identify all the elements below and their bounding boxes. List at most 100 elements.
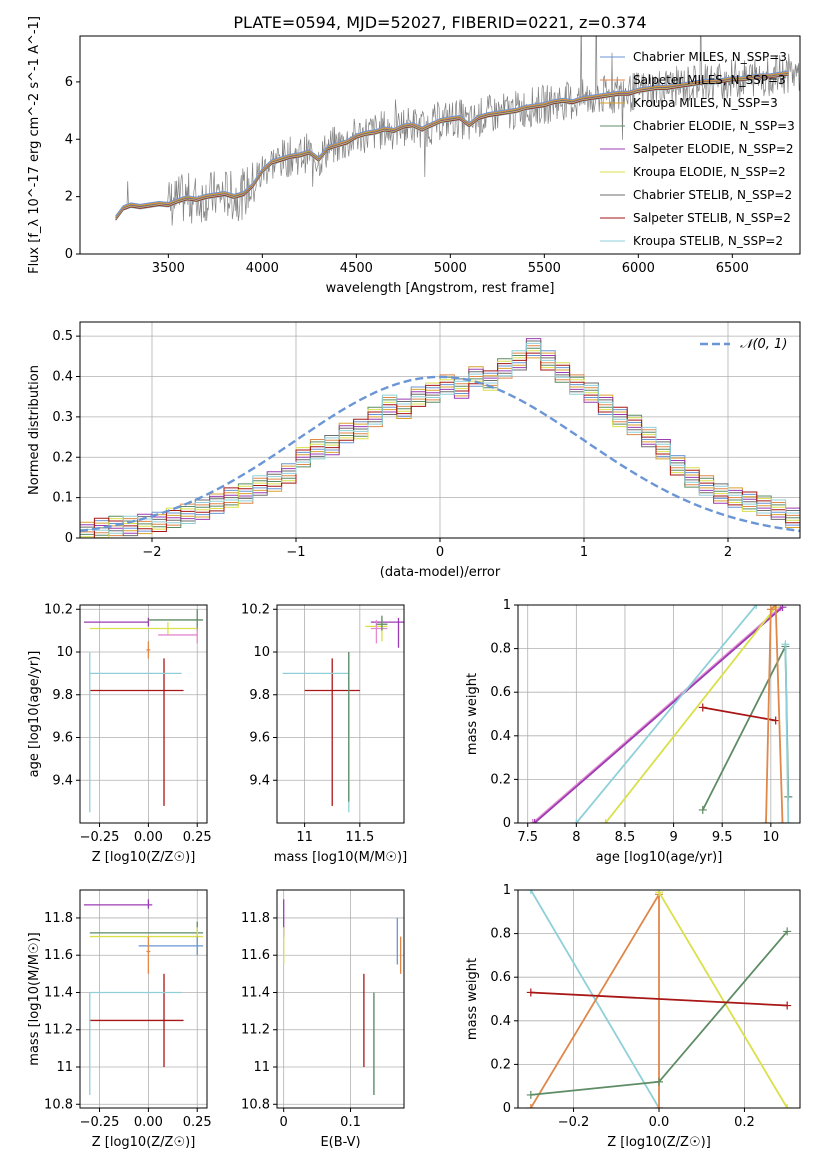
legend-label: Kroupa MILES, N_SSP=3	[633, 96, 778, 110]
tick-label-x: 1	[580, 545, 588, 560]
tick-label-y: 0.2	[52, 450, 73, 465]
tick-label-y: 9.6	[52, 731, 73, 746]
plot-area	[283, 899, 402, 1095]
chart-age_vs_Z: −0.25 0.00 0.25 9.4 9.6 9.8 10 10.2 Z [log10(Z/Z…	[27, 602, 212, 865]
legend-label: Salpeter MILES, N_SSP=3	[633, 73, 786, 87]
axes-frame	[79, 889, 208, 1109]
axis-label-x: mass [log10(M/M☉)]	[274, 850, 407, 865]
weight-point	[698, 703, 707, 712]
tick-label-y: 11	[56, 1060, 73, 1075]
tick-label-y: 0.2	[490, 772, 511, 787]
axes-frame	[276, 604, 405, 824]
tick-label-y: 0.8	[490, 642, 511, 657]
axis-label-x: E(B-V)	[320, 1135, 360, 1150]
tick-label-x: 0.00	[134, 830, 163, 845]
normal-curve	[80, 375, 800, 533]
model-line	[115, 72, 789, 218]
tick-label-y: 11.2	[44, 1023, 73, 1038]
weight-point	[781, 640, 790, 649]
tick-label-x: −0.2	[558, 1115, 590, 1130]
figure-title: PLATE=0594, MJD=52027, FIBERID=0221, z=0…	[233, 13, 646, 32]
tick-label-x: 0	[436, 545, 444, 560]
plot-area	[83, 609, 204, 813]
model-line	[115, 75, 789, 221]
weight-line	[533, 606, 784, 823]
chart-mass_vs_Z: −0.25 0.00 0.25 10.8 11 11.2 11.4 11.6 11.8 Z [lo…	[27, 889, 212, 1150]
tick-label-x: 3500	[152, 261, 185, 276]
plot-area	[282, 615, 404, 813]
plot-area	[83, 899, 204, 1095]
tick-label-y: 11.8	[241, 911, 270, 926]
tick-label-y: 0	[65, 531, 73, 546]
axis-label-y: mass weight	[465, 673, 480, 755]
legend-label: Chabrier MILES, N_SSP=3	[633, 50, 787, 64]
tick-label-x: 5000	[434, 261, 467, 276]
weight-point	[783, 927, 792, 936]
tick-label-x: 0.0	[649, 1115, 670, 1130]
tick-label-x: −0.25	[80, 830, 120, 845]
hist-step	[80, 340, 800, 537]
axes-frame	[517, 604, 801, 824]
tick-label-x: −0.25	[80, 1115, 120, 1130]
tick-label-y: 0.1	[52, 491, 73, 506]
tick-label-y: 10.2	[44, 602, 73, 617]
legend-label: Chabrier STELIB, N_SSP=2	[633, 188, 792, 202]
weight-point	[761, 819, 770, 823]
weight-point	[655, 890, 663, 897]
model-line	[115, 74, 789, 221]
axis-label-x: age [log10(age/yr)]	[596, 850, 723, 865]
tick-label-y: 0.5	[52, 329, 73, 344]
tick-label-x: 0.1	[340, 1115, 361, 1130]
plot-area	[526, 890, 792, 1108]
tick-label-x: 7.5	[517, 830, 538, 845]
tick-label-y: 0	[503, 816, 511, 831]
axes-frame	[276, 889, 405, 1109]
tick-label-y: 10.8	[241, 1097, 270, 1112]
weight-line	[658, 891, 788, 1108]
axis-label-y: mass [log10(M/M☉)]	[27, 932, 42, 1065]
tick-label-y: 0.6	[490, 685, 511, 700]
legend-label: Kroupa ELODIE, N_SSP=2	[633, 165, 786, 179]
legend-label: Chabrier ELODIE, N_SSP=3	[633, 119, 795, 133]
tick-label-x: −1	[286, 545, 305, 560]
tick-label-x: 6500	[716, 261, 749, 276]
hist-step	[80, 350, 800, 538]
legend-label: 𝒩(0, 1)	[740, 337, 787, 352]
weight-point	[526, 1104, 535, 1108]
model-line	[115, 72, 789, 219]
tick-label-y: 9.4	[52, 773, 73, 788]
tick-label-y: 0.6	[490, 970, 511, 985]
weight-line	[701, 645, 790, 811]
axes-frame	[79, 35, 801, 255]
tick-label-y: 2	[65, 190, 73, 205]
axis-label-y: Normed distribution	[27, 365, 42, 495]
weight-point	[526, 988, 535, 997]
weight-point	[655, 1077, 663, 1086]
tick-label-y: 11	[253, 1060, 270, 1075]
tick-label-y: 0.4	[490, 729, 511, 744]
weight-point	[528, 819, 537, 823]
weight-line	[702, 706, 776, 722]
tick-label-x: 0	[280, 1115, 288, 1130]
axis-label-y: Flux [f_λ 10^-17 erg cm^-2 s^-1 A^-1]	[27, 16, 42, 274]
tick-label-y: 10.2	[241, 602, 270, 617]
weight-line	[530, 890, 660, 1108]
weight-line	[784, 644, 790, 823]
legend: Chabrier MILES, N_SSP=3 Salpeter MILES, N…	[600, 50, 795, 248]
weight-point	[530, 819, 539, 823]
plot-area	[528, 605, 793, 823]
tick-label-x: 0.25	[183, 830, 212, 845]
weight-line	[532, 606, 782, 823]
axis-label-x: Z [log10(Z/Z☉)]	[607, 1135, 711, 1150]
tick-label-x: 2	[724, 545, 732, 560]
tick-label-x: 8	[572, 830, 580, 845]
tick-label-x: 11	[296, 830, 313, 845]
weight-line	[765, 605, 784, 823]
legend-label: Salpeter STELIB, N_SSP=2	[633, 211, 791, 225]
tick-label-y: 11.4	[241, 985, 270, 1000]
weight-point	[572, 819, 581, 823]
weight-point	[778, 819, 787, 823]
axes-frame	[79, 604, 208, 824]
tick-label-x: 11.5	[345, 830, 374, 845]
